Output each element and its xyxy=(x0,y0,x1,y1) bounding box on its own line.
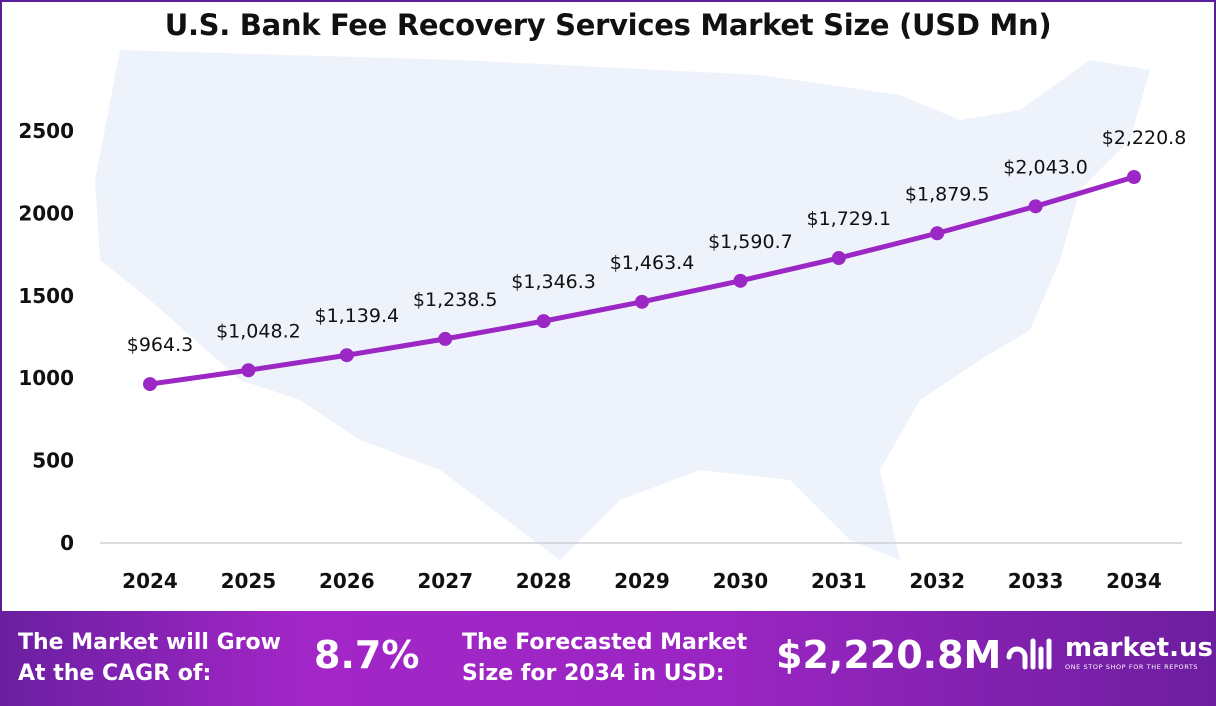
data-label: $1,048.2 xyxy=(216,320,301,342)
logo-name: market.us xyxy=(1065,633,1213,663)
forecast-label: The Forecasted Market Size for 2034 in U… xyxy=(462,627,747,689)
data-label: $1,139.4 xyxy=(314,305,399,327)
line-chart: 0 500 1000 1500 2000 2500 2024 2025 2026 2027 202… xyxy=(18,50,1187,593)
x-tick-label: 2029 xyxy=(614,569,670,593)
data-point xyxy=(241,363,256,378)
y-tick-label: 2500 xyxy=(18,119,74,143)
data-label: $1,879.5 xyxy=(905,183,990,205)
y-tick-label: 1000 xyxy=(18,366,74,390)
cagr-label-line2: At the CAGR of: xyxy=(18,661,212,686)
data-point xyxy=(930,226,945,241)
data-label: $2,043.0 xyxy=(1003,156,1088,178)
x-tick-label: 2028 xyxy=(516,569,572,593)
data-point xyxy=(831,251,846,266)
logo-mark-icon xyxy=(1006,638,1052,670)
forecast-label-line1: The Forecasted Market xyxy=(462,630,748,655)
data-point xyxy=(438,331,453,346)
data-label: $2,220.8 xyxy=(1102,127,1187,149)
data-label: $1,729.1 xyxy=(806,208,891,230)
x-tick-label: 2024 xyxy=(122,569,178,593)
data-point xyxy=(1028,199,1043,214)
y-tick-label: 0 xyxy=(60,531,74,555)
x-tick-label: 2026 xyxy=(319,569,375,593)
cagr-label: The Market will Grow At the CAGR of: xyxy=(18,627,281,689)
chart-title: U.S. Bank Fee Recovery Services Market S… xyxy=(164,8,1052,42)
x-tick-label: 2025 xyxy=(221,569,277,593)
cagr-value: 8.7% xyxy=(314,633,420,677)
data-label: $1,238.5 xyxy=(413,289,498,311)
forecast-value: $2,220.8M xyxy=(776,633,1002,677)
forecast-label-line2: Size for 2034 in USD: xyxy=(462,661,725,686)
data-label: $1,346.3 xyxy=(511,271,596,293)
x-tick-label: 2033 xyxy=(1008,569,1064,593)
data-label: $964.3 xyxy=(127,334,193,356)
data-label: $1,590.7 xyxy=(708,231,793,253)
data-point xyxy=(143,377,157,392)
x-tick-label: 2032 xyxy=(909,569,965,593)
market-us-logo: market.us ONE STOP SHOP FOR THE REPORTS xyxy=(1005,635,1213,671)
cagr-label-line1: The Market will Grow xyxy=(18,630,281,655)
y-tick-label: 500 xyxy=(32,449,74,473)
y-tick-label: 2000 xyxy=(18,201,74,225)
y-tick-label: 1500 xyxy=(18,284,74,308)
data-point xyxy=(339,348,354,363)
data-point xyxy=(1127,170,1141,185)
x-tick-label: 2034 xyxy=(1106,569,1162,593)
data-label: $1,463.4 xyxy=(610,252,695,274)
data-point xyxy=(536,314,551,329)
logo-tagline: ONE STOP SHOP FOR THE REPORTS xyxy=(1065,663,1199,671)
x-tick-label: 2031 xyxy=(811,569,867,593)
x-tick-label: 2027 xyxy=(417,569,473,593)
x-tick-label: 2030 xyxy=(713,569,769,593)
footer-banner: The Market will Grow At the CAGR of: 8.7… xyxy=(0,611,1216,706)
data-point xyxy=(635,294,649,309)
data-point xyxy=(733,273,748,288)
